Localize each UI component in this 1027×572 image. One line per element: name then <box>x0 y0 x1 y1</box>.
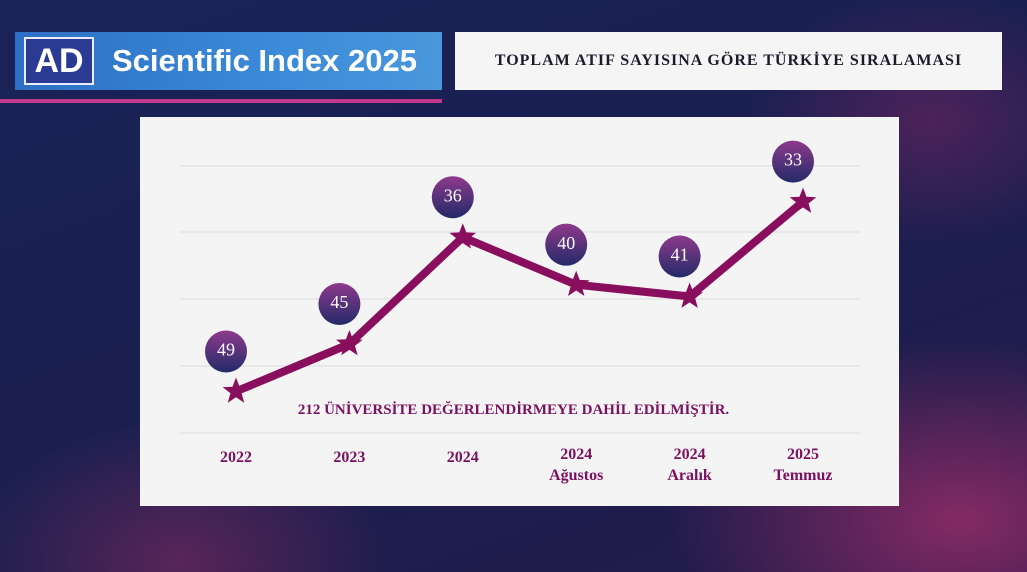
star-marker <box>222 377 250 403</box>
x-tick-label: 2023 <box>333 449 366 466</box>
value-bubble <box>658 235 701 278</box>
value-label: 45 <box>330 292 348 312</box>
value-bubble <box>318 283 361 325</box>
value-bubble <box>205 330 247 373</box>
star-marker <box>449 223 477 249</box>
value-bubble <box>431 176 474 219</box>
x-tick-label: 2025 Temmuz <box>773 446 833 484</box>
value-bubble <box>545 223 588 266</box>
divider <box>0 99 442 103</box>
value-label: 41 <box>671 245 689 265</box>
header: AD Scientific Index 2025 <box>15 32 442 90</box>
value-label: 33 <box>784 150 802 170</box>
chart-title: TOPLAM ATIF SAYISINA GÖRE TÜRKİYE SIRALA… <box>455 32 1002 90</box>
logo: AD <box>24 37 94 85</box>
value-label: 36 <box>444 185 462 205</box>
star-marker <box>789 187 817 213</box>
chart-panel <box>140 117 899 506</box>
grid <box>180 165 860 434</box>
star-marker <box>336 330 363 356</box>
x-tick-label: 2024 Ağustos <box>549 446 604 484</box>
x-tick-label: 2024 Aralık <box>667 446 712 484</box>
line <box>234 198 806 396</box>
annotation: 212 ÜNİVERSİTE DEĞERLENDİRMEYE DAHİL EDİ… <box>297 402 730 418</box>
value-label: 40 <box>557 233 575 253</box>
x-tick-label: 2024 <box>446 449 479 466</box>
header-title: Scientific Index 2025 <box>112 43 417 78</box>
star-marker <box>676 282 703 308</box>
x-tick-label: 2022 <box>220 449 252 466</box>
star-marker <box>562 270 590 296</box>
value-label: 49 <box>217 340 235 360</box>
value-bubble <box>772 140 814 183</box>
